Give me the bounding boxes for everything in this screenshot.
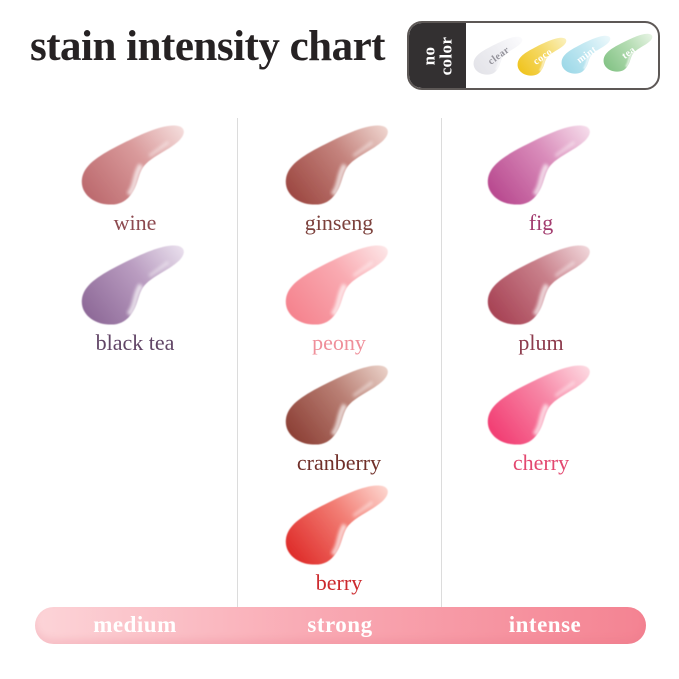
shade-cell-peony: peony (254, 238, 424, 356)
mini-smear-icon (561, 35, 611, 74)
mini-smear-icon (517, 37, 567, 76)
no-color-swatch-clear: clear (470, 32, 528, 78)
scale-label-medium: medium (93, 611, 177, 637)
scale-label-strong: strong (307, 611, 373, 637)
column-divider-right (441, 118, 442, 607)
lip-smear-swatch (285, 245, 388, 325)
shade-label: cranberry (296, 450, 382, 475)
no-color-swatch-strip: clear coco mint tea (466, 23, 658, 88)
lip-smear-swatch (81, 125, 184, 205)
no-color-swatch-coco: coco (514, 33, 572, 79)
no-color-label: no color (419, 36, 456, 75)
shade-label: black tea (95, 330, 175, 355)
shade-label: peony (312, 330, 366, 355)
shade-label: berry (315, 570, 363, 595)
lip-smear-swatch (285, 365, 388, 445)
shade-cell-berry: berry (254, 478, 424, 596)
shade-label: fig (528, 210, 554, 235)
shade-label: wine (113, 210, 157, 235)
shade-cell-cranberry: cranberry (254, 358, 424, 476)
lip-smear-swatch (487, 125, 590, 205)
shade-label: plum (518, 330, 564, 355)
shade-cell-black-tea: black tea (50, 238, 220, 356)
lip-smear-swatch (285, 485, 388, 565)
shade-label: ginseng (304, 210, 374, 235)
mini-smear-icon (473, 36, 523, 75)
shade-cell-plum: plum (456, 238, 626, 356)
lip-smear-swatch (487, 365, 590, 445)
shade-cell-fig: fig (456, 118, 626, 236)
no-color-swatch-mint: mint (558, 31, 616, 77)
shade-label: cherry (512, 450, 570, 475)
mini-smear-icon (603, 33, 653, 72)
no-color-badge-dark-panel: no color (409, 23, 466, 88)
column-divider-left (237, 118, 238, 607)
scale-label-intense: intense (508, 611, 582, 637)
shade-cell-cherry: cherry (456, 358, 626, 476)
no-color-swatch-tea: tea (600, 29, 658, 75)
shade-cell-wine: wine (50, 118, 220, 236)
shade-cell-ginseng: ginseng (254, 118, 424, 236)
no-color-badge: no color clear coco mint tea (407, 21, 660, 90)
page-title: stain intensity chart (30, 23, 386, 70)
lip-smear-swatch (81, 245, 184, 325)
lip-smear-swatch (285, 125, 388, 205)
lip-smear-swatch (487, 245, 590, 325)
intensity-scale-bar: medium strong intense (35, 607, 646, 644)
